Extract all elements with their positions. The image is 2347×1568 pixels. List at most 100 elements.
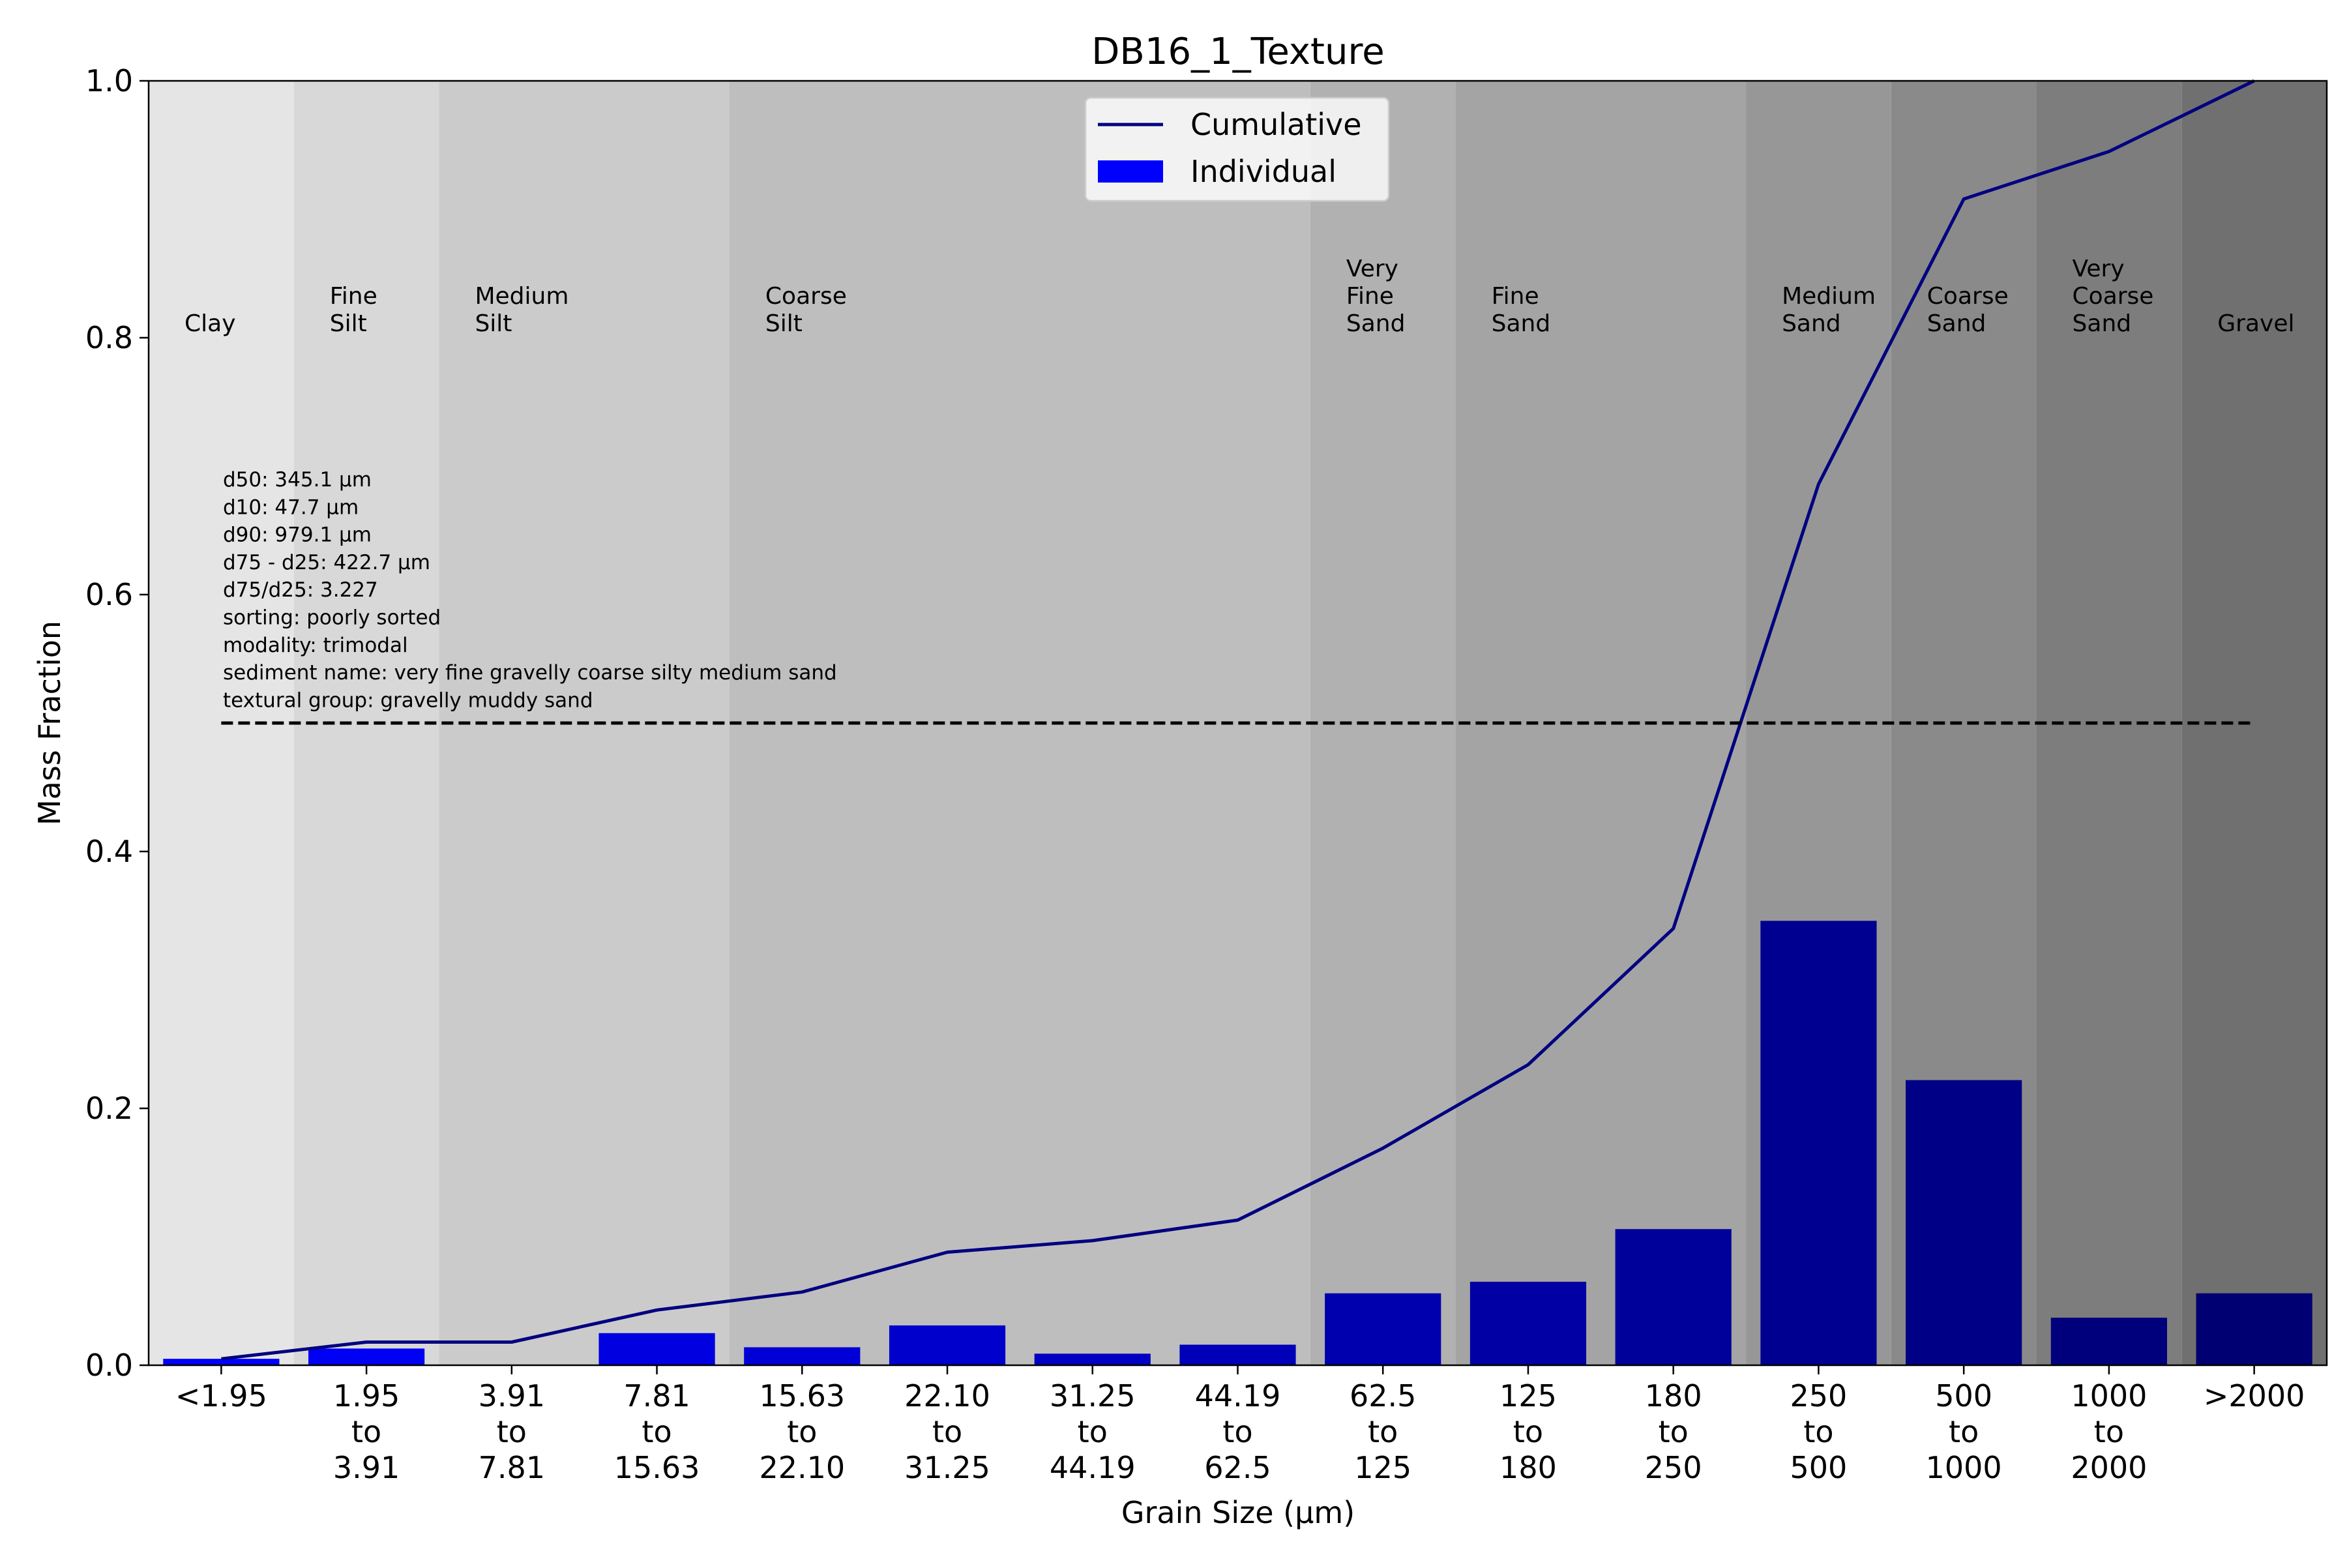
texture-band-label-line: Silt xyxy=(765,310,803,337)
x-tick-label-line: 180 xyxy=(1499,1450,1557,1485)
x-tick-label-line: 3.91 xyxy=(333,1450,400,1485)
statistics-line: sorting: poorly sorted xyxy=(223,606,441,630)
statistics-line: sediment name: very fine gravelly coarse… xyxy=(223,661,837,685)
statistics-line: d10: 47.7 μm xyxy=(223,496,359,519)
statistics-line: d50: 345.1 μm xyxy=(223,468,372,492)
texture-band-label-line: Very xyxy=(1346,256,1398,282)
x-tick-label-line: to xyxy=(642,1414,672,1449)
x-tick-label-line: to xyxy=(351,1414,381,1449)
y-axis-title: Mass Fraction xyxy=(32,621,67,825)
individual-bar xyxy=(1470,1282,1586,1365)
x-tick-label-line: to xyxy=(1513,1414,1543,1449)
x-tick-label-line: to xyxy=(1803,1414,1833,1449)
individual-bar xyxy=(1179,1344,1295,1365)
x-tick-label-line: 250 xyxy=(1790,1378,1848,1413)
x-tick-label-line: 7.81 xyxy=(479,1450,545,1485)
statistics-line: d75/d25: 3.227 xyxy=(223,578,378,602)
x-tick-label-line: 15.63 xyxy=(614,1450,700,1485)
legend-label: Cumulative xyxy=(1190,107,1362,142)
individual-bar xyxy=(308,1348,424,1365)
texture-band-label-line: Coarse xyxy=(1927,283,2009,310)
x-axis-title: Grain Size (μm) xyxy=(1121,1495,1355,1530)
x-tick-label-line: to xyxy=(1368,1414,1398,1449)
statistics-line: modality: trimodal xyxy=(223,634,408,657)
x-tick-label-line: 7.81 xyxy=(623,1378,690,1413)
x-tick-label-line: 3.91 xyxy=(479,1378,545,1413)
texture-band-label-line: Gravel xyxy=(2217,310,2294,337)
x-tick-label-line: to xyxy=(787,1414,817,1449)
x-tick-label-line: 1.95 xyxy=(333,1378,400,1413)
x-tick-label-line: 180 xyxy=(1645,1378,1702,1413)
chart-title: DB16_1_Texture xyxy=(1091,31,1384,73)
individual-bar xyxy=(1035,1354,1151,1365)
texture-band-label-line: Sand xyxy=(1492,310,1551,337)
individual-bar xyxy=(744,1347,860,1365)
x-tick-label-line: 31.25 xyxy=(904,1450,990,1485)
x-tick-label-line: 22.10 xyxy=(904,1378,990,1413)
x-tick-label-line: 62.5 xyxy=(1350,1378,1416,1413)
texture-band-label-line: Sand xyxy=(1782,310,1841,337)
texture-band-label-line: Medium xyxy=(475,283,568,310)
texture-band-label-line: Silt xyxy=(475,310,512,337)
x-tick-label-line: 125 xyxy=(1354,1450,1411,1485)
x-tick-label-line: to xyxy=(932,1414,962,1449)
x-tick-label-line: 125 xyxy=(1499,1378,1557,1413)
texture-band-label-line: Clay xyxy=(185,310,236,337)
texture-band-label: Gravel xyxy=(2217,310,2294,337)
individual-bar xyxy=(163,1359,279,1365)
x-tick-label-line: to xyxy=(497,1414,527,1449)
individual-bar xyxy=(889,1325,1005,1365)
y-tick-label: 0.0 xyxy=(85,1348,133,1383)
x-tick-label: >2000 xyxy=(2204,1378,2305,1413)
x-tick-label-line: 1000 xyxy=(1926,1450,2002,1485)
x-tick-label-line: 44.19 xyxy=(1050,1450,1136,1485)
x-tick-label-line: to xyxy=(1949,1414,1979,1449)
x-tick-label-line: >2000 xyxy=(2204,1378,2305,1413)
individual-bar xyxy=(2051,1318,2167,1365)
individual-bar xyxy=(1325,1294,1441,1365)
statistics-line: textural group: gravelly muddy sand xyxy=(223,688,593,712)
texture-band-label-line: Coarse xyxy=(765,283,847,310)
x-tick-label-line: 62.5 xyxy=(1204,1450,1271,1485)
x-tick-label-line: 31.25 xyxy=(1050,1378,1136,1413)
y-tick-label: 0.6 xyxy=(85,577,133,612)
x-tick-label-line: to xyxy=(1659,1414,1689,1449)
texture-band-label-line: Sand xyxy=(1346,310,1406,337)
individual-bar xyxy=(1760,921,1876,1365)
x-tick-label-line: to xyxy=(1078,1414,1108,1449)
y-tick-label: 1.0 xyxy=(85,63,133,98)
individual-bar xyxy=(598,1333,715,1365)
legend-bar-swatch xyxy=(1098,160,1163,183)
x-tick-label-line: 2000 xyxy=(2071,1450,2147,1485)
x-tick-label-line: 22.10 xyxy=(759,1450,845,1485)
x-tick-label-line: 500 xyxy=(1790,1450,1848,1485)
texture-band-label-line: Fine xyxy=(330,283,377,310)
texture-band-label-line: Fine xyxy=(1346,283,1394,310)
x-tick-label-line: 15.63 xyxy=(759,1378,845,1413)
individual-bar xyxy=(1616,1229,1732,1365)
individual-bar xyxy=(1906,1080,2022,1365)
texture-band-label-line: Silt xyxy=(330,310,367,337)
x-tick-label-line: 1000 xyxy=(2071,1378,2147,1413)
x-tick-label-line: 44.19 xyxy=(1195,1378,1281,1413)
y-tick-label: 0.2 xyxy=(85,1091,133,1126)
x-tick-label-line: <1.95 xyxy=(175,1378,267,1413)
texture-band-label-line: Sand xyxy=(2073,310,2132,337)
texture-band-label-line: Coarse xyxy=(2073,283,2154,310)
x-tick-label-line: 500 xyxy=(1935,1378,1992,1413)
texture-band-label: Clay xyxy=(185,310,236,337)
